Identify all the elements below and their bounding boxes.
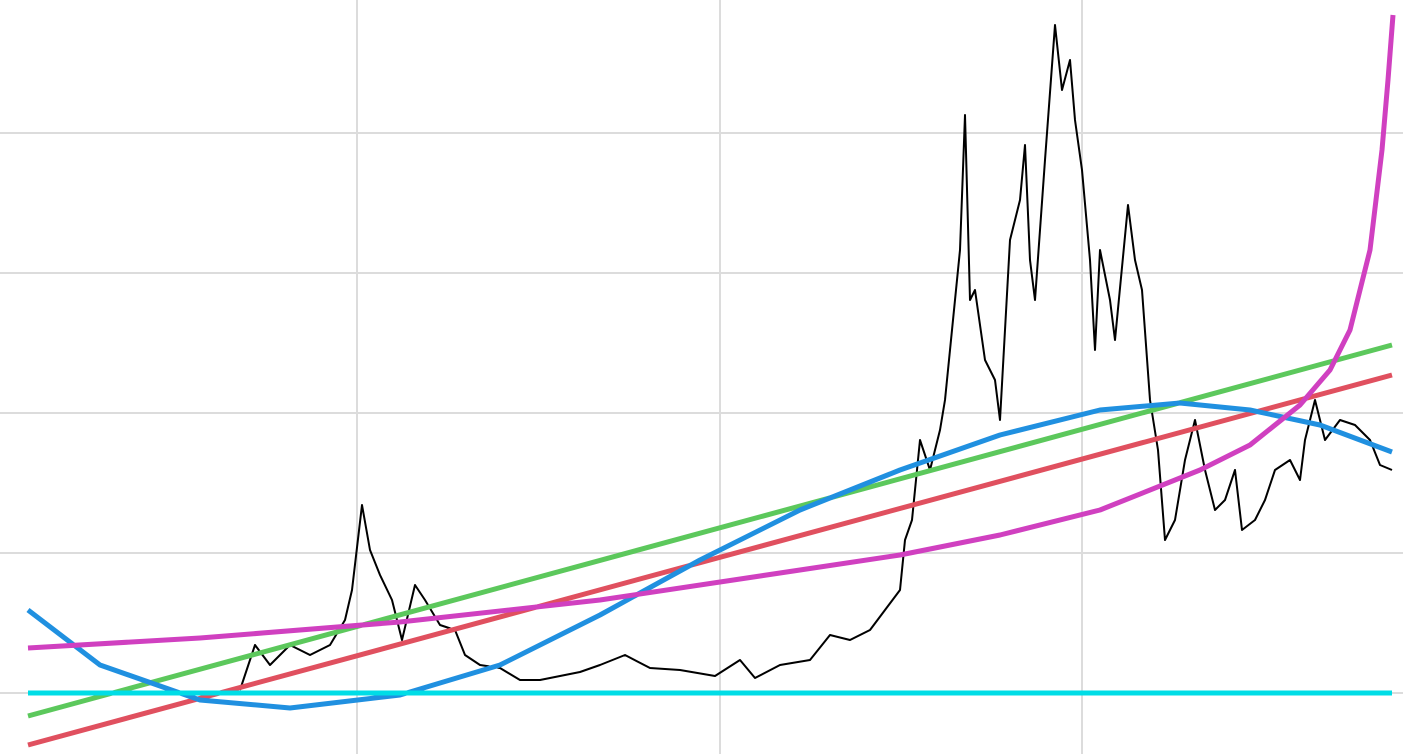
fit-line	[27, 342, 1393, 719]
fit-line	[27, 372, 1393, 748]
fit-line	[27, 14, 1396, 651]
fit-line	[26, 400, 1393, 711]
price-line	[239, 24, 1393, 691]
